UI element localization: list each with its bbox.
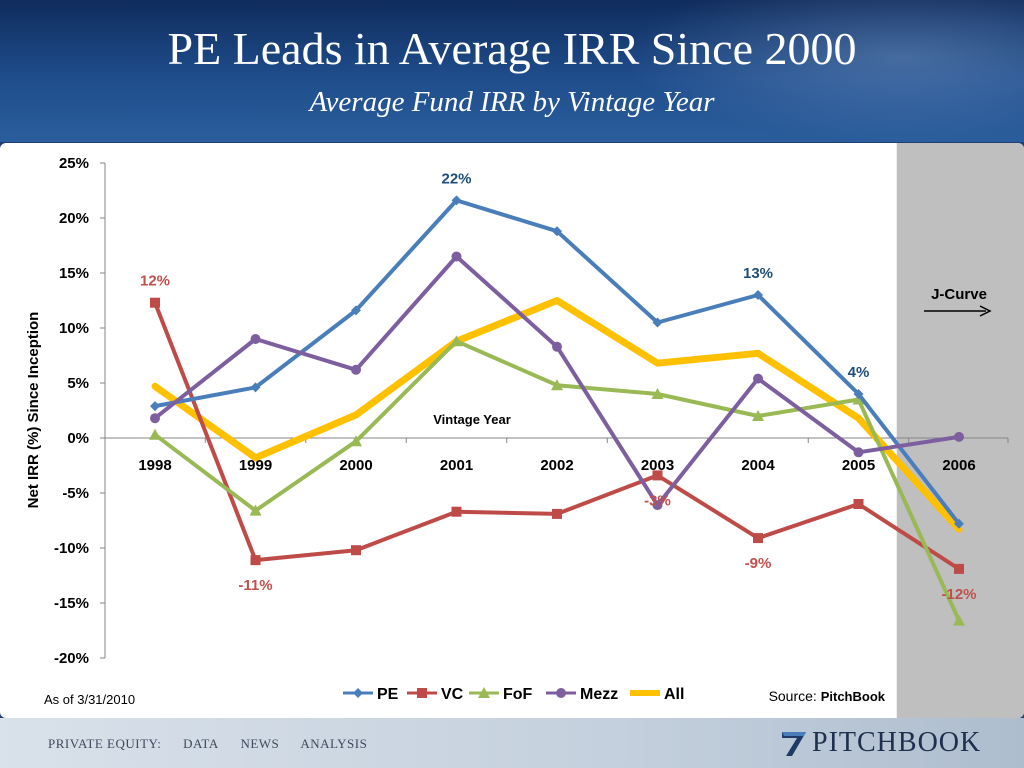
slide-title: PE Leads in Average IRR Since 2000 [167,23,857,74]
point-fof [350,435,362,447]
footer-nav-analysis[interactable]: ANALYSIS [300,736,368,751]
jcurve-arrowhead [979,305,992,317]
x-tick-label: 2005 [842,457,875,474]
legend-label-all: All [664,686,684,703]
point-mezz [351,364,361,375]
point-vc [954,563,964,574]
point-mezz [250,334,261,344]
series-line-all [151,297,963,533]
footer-nav-news[interactable]: NEWS [240,736,280,751]
x-tick-label: 2004 [741,457,775,474]
shaded-region [896,143,1024,718]
footer-nav-label: PRIVATE EQUITY: [48,736,162,751]
source-prefix: Source: [769,688,821,704]
source-note: Source: PitchBook [769,688,886,704]
footer-nav-data[interactable]: DATA [183,736,219,751]
legend-marker-pe [353,688,363,698]
data-label-pe: 13% [743,265,773,282]
x-tick-label: 2001 [440,457,473,474]
legend-label-pe: PE [377,686,399,703]
header-glow [620,0,1024,142]
jcurve-label: J-Curve [931,286,987,303]
data-label-pe: 4% [848,364,870,381]
data-label-vc: 12% [140,273,170,290]
x-tick-label: 1998 [138,457,171,474]
point-mezz [753,373,763,384]
point-pe [150,401,160,412]
point-vc [250,555,261,566]
y-tick-label: 15% [59,265,89,282]
data-label-vc: -3% [644,492,671,509]
legend-label-vc: VC [441,686,464,703]
point-pe [451,195,462,206]
x-tick-label: 2000 [339,457,372,474]
footer-nav: PRIVATE EQUITY: DATA NEWS ANALYSIS [48,736,385,752]
point-fof [149,428,161,440]
point-pe [250,382,261,393]
point-pe [351,305,361,316]
x-tick-label: 1999 [239,457,272,474]
y-tick-label: -5% [62,485,89,502]
point-vc [351,545,361,556]
y-tick-label: 0% [67,430,89,447]
y-tick-label: 20% [59,210,89,227]
legend-marker-fof [478,687,490,698]
pitchbook-logo: PITCHBOOK [780,727,1010,759]
slide-subtitle: Average Fund IRR by Vintage Year [309,86,715,118]
point-fof [249,504,262,516]
point-fof [752,410,764,421]
point-mezz [451,251,462,262]
series-line-pe [153,198,961,526]
y-tick-label: -20% [54,650,89,667]
footer-bar [0,718,1024,768]
pitchbook-logo-icon [782,732,806,756]
data-label-vc: -9% [745,555,772,572]
point-vc [552,508,562,519]
point-pe [853,389,864,399]
source-name: PitchBook [821,689,886,704]
slide-header [0,0,1024,142]
point-vc [150,297,160,308]
point-fof [651,388,664,399]
point-mezz [853,447,864,458]
x-tick-label: 2002 [540,457,573,474]
point-mezz [150,413,160,424]
legend-marker-vc [417,688,427,698]
point-fof [953,614,965,626]
pitchbook-logo-text: PITCHBOOK [812,727,982,758]
legend-marker-mezz [556,688,566,698]
point-pe [954,518,964,529]
line-chart: 25% 20% 15% 10% 5% 0% -5% -10% -15% -20% 1998 1999 2… [25,143,1024,718]
y-tick-label: -15% [54,595,89,612]
legend-label-mezz: Mezz [580,686,618,703]
point-mezz [954,431,964,442]
point-fof [450,335,463,347]
data-label-vc: -11% [238,577,272,594]
point-vc [753,533,763,544]
point-fof [551,379,563,391]
point-pe [552,226,562,237]
point-mezz [652,500,663,511]
x-tick-label: 2003 [641,457,674,474]
chart-panel: 25% 20% 15% 10% 5% 0% -5% -10% -15% -20% 1998 1999 2… [0,143,1024,718]
data-label-pe: 22% [441,170,471,187]
y-axis-label: Net IRR (%) Since Inception [25,312,42,509]
as-of-note: As of 3/31/2010 [44,692,135,707]
data-label-vc: -12% [941,586,976,603]
point-pe [753,290,763,300]
x-tick-label: 2006 [942,457,975,474]
y-tick-label: -10% [54,540,89,557]
y-tick-label: 5% [67,375,89,392]
point-pe [652,317,663,328]
point-vc [451,506,462,517]
x-axis-label: Vintage Year [433,412,511,427]
y-tick-label: 25% [59,155,89,172]
point-mezz [552,341,562,352]
legend-label-fof: FoF [503,686,533,703]
point-vc [853,499,864,509]
point-vc [652,470,663,481]
y-tick-label: 10% [59,320,89,337]
